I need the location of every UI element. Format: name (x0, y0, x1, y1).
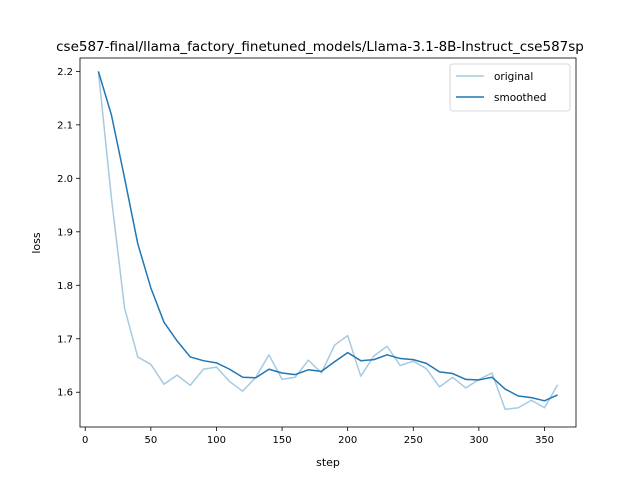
series-line-smoothed (97, 71, 558, 402)
x-tick-label: 50 (144, 435, 157, 446)
x-tick-label: 200 (338, 435, 357, 446)
y-axis-label: loss (30, 232, 43, 254)
y-tick-label: 2.2 (57, 67, 73, 78)
x-tick-label: 0 (82, 435, 88, 446)
x-axis: 0 50 100 150 200 250 300 350 (82, 427, 554, 446)
y-axis: 1.6 1.7 1.8 1.9 2.0 2.1 2.2 (57, 67, 80, 399)
legend-label-original: original (494, 71, 533, 83)
y-tick-label: 1.8 (57, 281, 73, 292)
y-tick-label: 1.9 (57, 227, 73, 238)
legend: original smoothed (449, 63, 571, 112)
x-tick-label: 250 (404, 435, 423, 446)
y-tick-label: 2.0 (57, 174, 73, 185)
y-tick-label: 1.6 (57, 388, 73, 399)
series-layer (97, 71, 559, 411)
plot-frame (79, 57, 577, 428)
y-tick-label: 1.7 (57, 334, 73, 345)
x-tick-label: 300 (469, 435, 488, 446)
plot-area (80, 58, 576, 427)
chart-title: cse587-final/llama_factory_finetuned_mod… (56, 39, 584, 55)
series-line-original (97, 71, 559, 411)
x-tick-label: 350 (535, 435, 554, 446)
legend-label-smoothed: smoothed (494, 92, 546, 104)
x-tick-label: 100 (207, 435, 226, 446)
x-axis-label: step (316, 456, 340, 469)
y-tick-label: 2.1 (57, 120, 73, 131)
x-tick-label: 150 (273, 435, 292, 446)
